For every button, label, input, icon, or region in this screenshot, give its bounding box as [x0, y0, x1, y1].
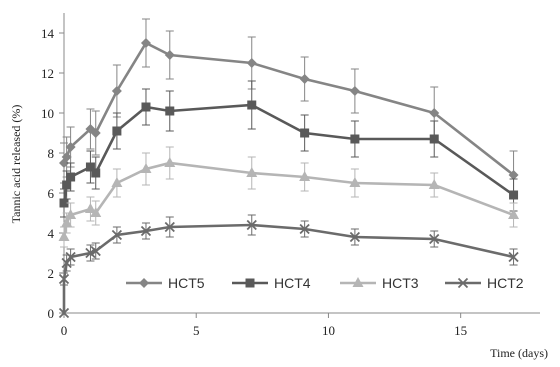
- data-point: [111, 229, 123, 241]
- x-ticks: 0 5 10 15: [61, 313, 467, 338]
- data-point: [246, 219, 257, 231]
- legend: HCT5 HCT4 HCT3 HCT2: [126, 275, 524, 291]
- data-point: [65, 142, 76, 152]
- data-point: [429, 134, 439, 144]
- data-point: [61, 152, 72, 162]
- legend-label: HCT4: [274, 275, 311, 291]
- legend-swatch-marker: [352, 277, 364, 287]
- series-hct4: [59, 80, 519, 218]
- legend-item-hct3: HCT3: [340, 275, 419, 291]
- data-point: [111, 177, 123, 187]
- data-point: [165, 106, 175, 116]
- data-point: [112, 126, 122, 136]
- data-point: [508, 209, 520, 219]
- data-point: [85, 247, 96, 259]
- data-point: [90, 207, 102, 217]
- y-ticks: 0 2 4 6 8 10 12 14: [41, 26, 64, 321]
- data-point: [61, 217, 73, 227]
- data-point: [299, 223, 310, 235]
- data-point: [140, 163, 152, 173]
- data-point: [508, 170, 519, 180]
- data-point: [140, 225, 152, 237]
- data-point: [61, 257, 72, 269]
- data-point: [85, 162, 95, 172]
- data-point: [141, 102, 151, 112]
- y-tick-label: 2: [48, 266, 55, 281]
- legend-swatch-marker: [457, 277, 469, 289]
- legend-swatch-marker: [139, 278, 149, 288]
- data-point: [59, 198, 69, 208]
- data-point: [140, 38, 151, 48]
- legend-item-hct2: HCT2: [445, 275, 524, 291]
- data-point: [508, 251, 519, 263]
- legend-item-hct4: HCT4: [232, 275, 311, 291]
- y-tick-label: 6: [48, 186, 55, 201]
- data-point: [164, 157, 176, 167]
- y-tick-label: 12: [41, 66, 54, 81]
- data-point: [90, 245, 101, 257]
- legend-swatch-marker: [245, 278, 255, 288]
- legend-label: HCT2: [487, 275, 524, 291]
- x-tick-label: 0: [61, 323, 68, 338]
- data-point: [84, 203, 96, 213]
- axes: 0 2 4 6 8 10 12 14 0 5 10 15: [41, 13, 540, 338]
- data-point: [90, 128, 101, 138]
- data-point: [509, 190, 519, 200]
- y-tick-label: 4: [48, 226, 55, 241]
- x-tick-label: 15: [454, 323, 467, 338]
- data-point: [247, 100, 257, 110]
- data-point: [349, 231, 361, 243]
- x-tick-label: 10: [322, 323, 335, 338]
- series-hct3: [58, 146, 520, 248]
- data-point: [350, 134, 360, 144]
- series-line: [62, 223, 514, 313]
- data-point: [164, 221, 175, 233]
- data-point: [91, 168, 101, 178]
- data-point: [246, 58, 257, 68]
- data-point: [428, 179, 440, 189]
- data-point: [299, 74, 310, 84]
- x-tick-label: 5: [193, 323, 200, 338]
- data-point: [429, 108, 440, 118]
- y-tick-label: 0: [48, 306, 55, 321]
- y-axis-title: Tannic acid released (%): [9, 105, 23, 224]
- legend-label: HCT3: [382, 275, 419, 291]
- data-point: [58, 231, 70, 241]
- data-point: [246, 167, 258, 177]
- series-layer: [58, 18, 520, 319]
- series-line: [62, 161, 515, 238]
- y-tick-label: 14: [41, 26, 55, 41]
- data-point: [65, 209, 77, 219]
- data-point: [58, 307, 70, 319]
- data-point: [349, 177, 361, 187]
- x-axis-title: Time (days): [490, 346, 548, 360]
- legend-item-hct5: HCT5: [126, 275, 205, 291]
- series-hct2: [58, 214, 519, 319]
- data-point: [349, 86, 360, 96]
- data-point: [429, 233, 440, 245]
- data-point: [299, 171, 311, 181]
- series-line: [62, 41, 515, 177]
- data-point: [62, 180, 72, 190]
- data-point: [164, 50, 175, 60]
- y-tick-label: 8: [48, 146, 55, 161]
- y-tick-label: 10: [41, 106, 54, 121]
- legend-label: HCT5: [168, 275, 205, 291]
- data-point: [58, 273, 70, 285]
- data-point: [300, 128, 310, 138]
- data-point: [65, 251, 76, 263]
- series-hct5: [59, 18, 519, 200]
- data-point: [111, 86, 122, 96]
- data-point: [66, 172, 76, 182]
